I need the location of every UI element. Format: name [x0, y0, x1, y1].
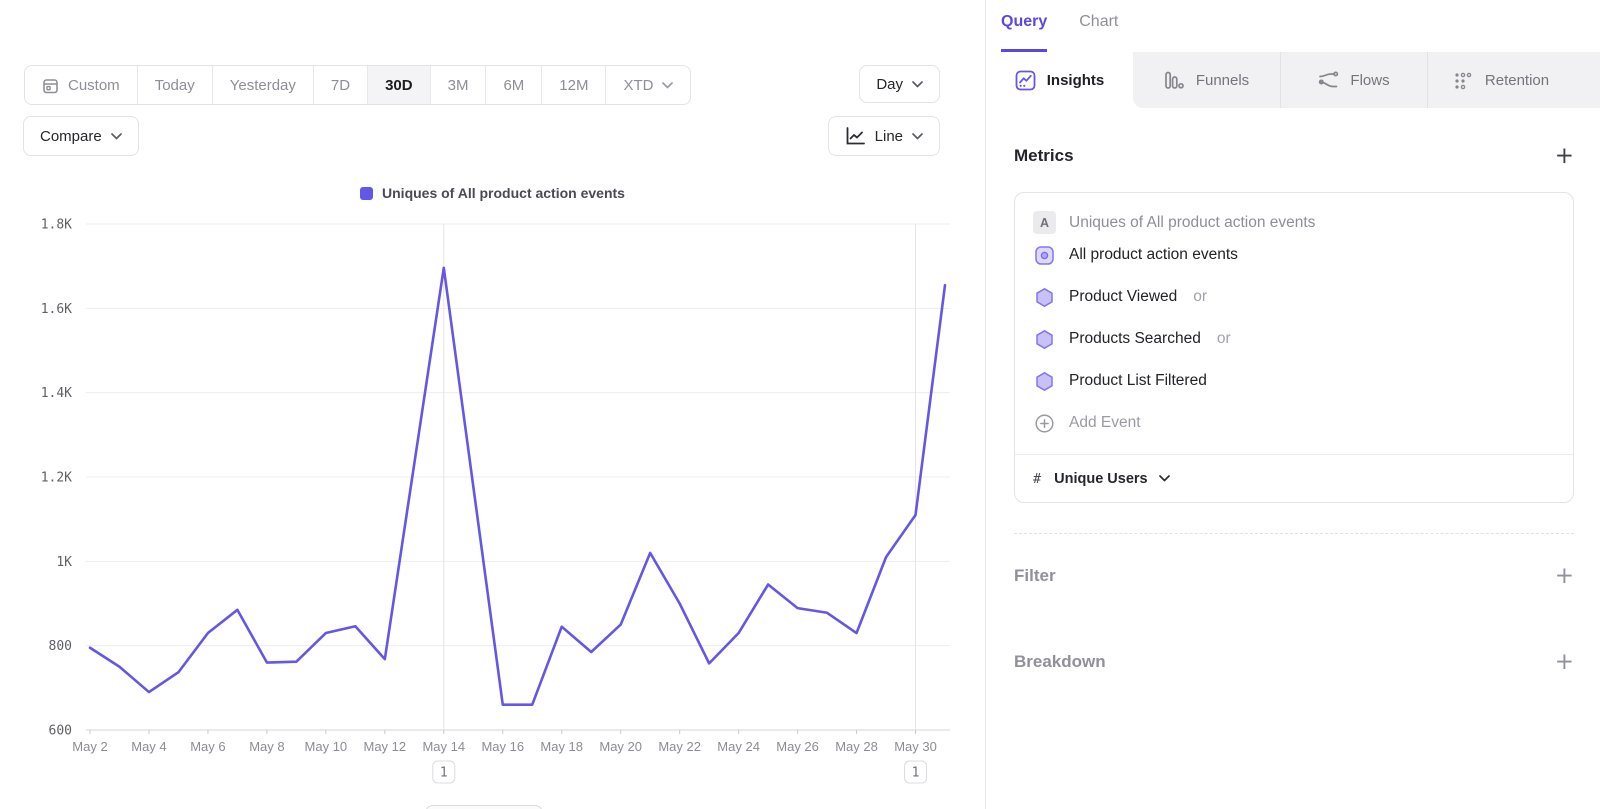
- query-panel: Query Chart Insights Funnels: [985, 0, 1600, 809]
- tab-chart[interactable]: Chart: [1079, 13, 1119, 30]
- svg-text:May 22: May 22: [658, 739, 701, 754]
- event-hexagon-icon: [1036, 371, 1053, 391]
- svg-text:May 26: May 26: [776, 739, 819, 754]
- chart-type-dropdown[interactable]: Line: [827, 116, 940, 156]
- event-hexagon-icon: [1036, 287, 1053, 307]
- metric-formula-text: Uniques of All product action events: [1069, 213, 1316, 231]
- event-row-product-list-filtered[interactable]: Product List Filtered: [1033, 360, 1555, 402]
- chart-legend: Uniques of All product action events: [0, 185, 985, 201]
- svg-text:800: 800: [49, 639, 72, 654]
- date-range-custom-button[interactable]: Custom: [25, 66, 137, 104]
- toolbar-row-bottom: Compare Line: [23, 116, 940, 156]
- line-chart-svg: 600 800 1K 1.2K 1.4K 1.6K 1.8K May 2 May 4 May 6 M…: [41, 218, 950, 784]
- card-divider: [1015, 454, 1573, 455]
- date-range-yesterday-button[interactable]: Yesterday: [211, 66, 313, 104]
- add-breakdown-button[interactable]: +: [1554, 649, 1574, 675]
- range-label: Custom: [68, 76, 120, 94]
- insights-icon: [1015, 70, 1036, 90]
- report-tab-insights[interactable]: Insights: [986, 52, 1133, 108]
- svg-text:May 28: May 28: [835, 739, 878, 754]
- chevron-down-icon: [1158, 475, 1170, 482]
- filter-section: Filter +: [1014, 533, 1574, 589]
- tab-strip-filler: [1574, 52, 1600, 108]
- legend-label: Uniques of All product action events: [382, 185, 625, 201]
- chevron-down-icon: [912, 80, 923, 87]
- add-filter-button[interactable]: +: [1554, 563, 1574, 589]
- metrics-section-header: Metrics +: [1014, 143, 1574, 169]
- date-range-today-button[interactable]: Today: [136, 66, 212, 104]
- retention-icon: [1455, 72, 1472, 89]
- svg-text:1: 1: [440, 766, 448, 781]
- event-row-products-searched[interactable]: Products Searched or: [1033, 318, 1555, 360]
- add-event-button[interactable]: Add Event: [1033, 402, 1555, 444]
- calendar-icon: [43, 78, 58, 93]
- event-group-icon: [1035, 245, 1054, 265]
- date-range-6m-button[interactable]: 6M: [485, 66, 542, 104]
- svg-text:May 4: May 4: [131, 739, 166, 754]
- svg-text:1: 1: [912, 766, 920, 781]
- chevron-down-icon: [110, 132, 122, 139]
- svg-text:May 24: May 24: [717, 739, 760, 754]
- chevron-down-icon: [662, 81, 674, 88]
- report-type-tabs: Insights Funnels Flows: [986, 52, 1600, 108]
- svg-text:1.6K: 1.6K: [41, 302, 72, 317]
- breakdown-title: Breakdown: [1014, 652, 1106, 671]
- date-range-7d-button[interactable]: 7D: [312, 66, 368, 104]
- svg-text:May 18: May 18: [540, 739, 583, 754]
- svg-text:May 12: May 12: [364, 739, 407, 754]
- aggregation-dropdown[interactable]: # Unique Users: [1033, 455, 1555, 502]
- flows-icon: [1319, 70, 1339, 87]
- date-range-12m-button[interactable]: 12M: [541, 66, 606, 104]
- breakdown-section: Breakdown +: [1014, 649, 1574, 675]
- query-builder: Metrics + A Uniques of All product actio…: [986, 143, 1600, 675]
- line-chart-icon: [846, 126, 865, 144]
- funnels-icon: [1164, 71, 1184, 89]
- event-hexagon-icon: [1036, 329, 1053, 349]
- panel-tabs: Query Chart: [986, 0, 1600, 52]
- date-range-picker: Custom Today Yesterday 7D 30D 3M 6M 12M …: [24, 65, 692, 105]
- compare-dropdown[interactable]: Compare: [23, 116, 139, 156]
- svg-text:May 30: May 30: [894, 739, 937, 754]
- add-metric-button[interactable]: +: [1554, 143, 1574, 169]
- svg-text:1.2K: 1.2K: [41, 471, 72, 486]
- svg-text:1K: 1K: [56, 555, 72, 570]
- report-tab-funnels[interactable]: Funnels: [1133, 52, 1280, 108]
- legend-swatch: [360, 186, 374, 200]
- svg-text:May 16: May 16: [481, 739, 524, 754]
- report-tab-retention[interactable]: Retention: [1427, 52, 1574, 108]
- svg-text:May 6: May 6: [190, 739, 225, 754]
- annotation-badge[interactable]: [432, 760, 456, 784]
- hash-icon: #: [1033, 470, 1042, 487]
- granularity-dropdown[interactable]: Day: [859, 65, 940, 103]
- date-range-3m-button[interactable]: 3M: [429, 66, 486, 104]
- chevron-down-icon: [912, 132, 923, 139]
- svg-text:May 8: May 8: [249, 739, 284, 754]
- metric-letter-badge: A: [1033, 211, 1056, 234]
- svg-text:May 14: May 14: [422, 739, 465, 754]
- filter-title: Filter: [1014, 566, 1056, 585]
- svg-text:May 2: May 2: [72, 739, 107, 754]
- svg-text:600: 600: [49, 724, 72, 739]
- event-row-all-product-action-events[interactable]: All product action events: [1033, 234, 1555, 276]
- report-canvas: Custom Today Yesterday 7D 30D 3M 6M 12M …: [0, 65, 985, 809]
- svg-text:May 10: May 10: [305, 739, 348, 754]
- toolbar-row-top: Custom Today Yesterday 7D 30D 3M 6M 12M …: [24, 65, 940, 105]
- line-chart: 600 800 1K 1.2K 1.4K 1.6K 1.8K May 2 May 4 May 6 M…: [0, 205, 985, 805]
- metric-card: A Uniques of All product action events A…: [1014, 192, 1574, 503]
- event-row-product-viewed[interactable]: Product Viewed or: [1033, 276, 1555, 318]
- metric-card-header[interactable]: A Uniques of All product action events: [1033, 211, 1555, 234]
- svg-text:1.8K: 1.8K: [41, 218, 72, 233]
- date-range-xtd-button[interactable]: XTD: [605, 66, 691, 104]
- plus-circle-icon: [1035, 413, 1054, 433]
- metrics-title: Metrics: [1014, 146, 1074, 165]
- annotation-badge[interactable]: [904, 760, 928, 784]
- svg-text:May 20: May 20: [599, 739, 642, 754]
- date-scroller-partial[interactable]: [425, 805, 543, 809]
- tab-query[interactable]: Query: [1001, 13, 1048, 52]
- svg-text:1.4K: 1.4K: [41, 386, 72, 401]
- report-tab-flows[interactable]: Flows: [1280, 52, 1427, 108]
- date-range-30d-button[interactable]: 30D: [367, 66, 430, 104]
